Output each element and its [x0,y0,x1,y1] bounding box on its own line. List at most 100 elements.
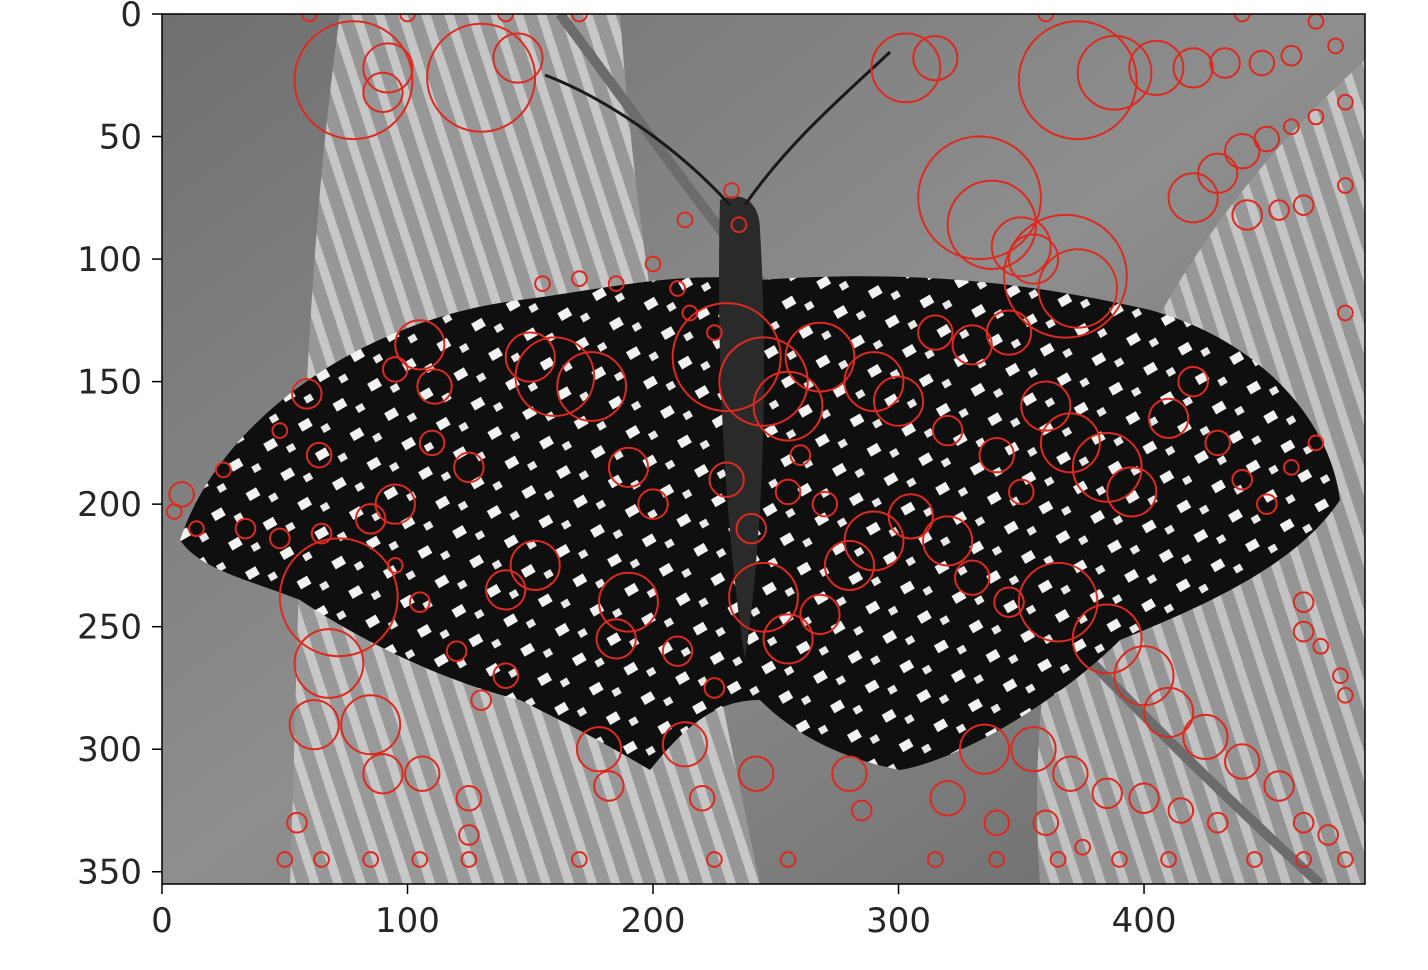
blob-circle [394,319,446,371]
blob-circle [728,561,799,633]
blob-circle [445,640,468,663]
x-tick-label: 300 [866,901,931,941]
blob-circle [730,216,748,234]
blob-circle [1128,39,1185,96]
blob-circle [993,586,1025,618]
blob-circle [1071,603,1143,675]
blob-circle [1209,47,1241,79]
blob-circle [1336,304,1354,322]
blob-circle [1167,797,1195,824]
blob-circle [990,216,1052,278]
blob-circle [416,368,453,405]
blob-circle [1039,412,1101,474]
blob-circle [354,503,387,535]
x-tick-label: 200 [621,901,686,941]
blob-circle [1255,493,1278,515]
blob-circle [850,799,873,822]
blob-circle [1147,397,1190,440]
blob-circle [811,490,839,518]
blob-circle [534,275,551,292]
blob-circle [1074,838,1092,856]
y-tick-label: 50 [99,118,142,158]
x-tick-label: 0 [151,901,173,941]
y-tick-label: 350 [77,853,142,893]
blob-circle [305,441,333,469]
blob-circle [637,488,669,520]
blob-circle [946,179,1038,270]
blob-circle [784,321,856,393]
blob-circle [1177,365,1209,398]
blob-circle [706,324,723,341]
blob-circle [843,351,905,413]
blob-circle [188,520,205,538]
blob-circle [485,569,527,611]
y-tick-label: 100 [77,240,142,280]
blob-circle [595,618,637,660]
blob-circle [276,851,294,868]
blob-circle [1282,118,1300,136]
blob-circle [426,22,537,133]
blob-circle [917,314,954,351]
blob-circle [1017,20,1138,141]
blob-circle [723,182,740,199]
blob-circle [504,331,556,383]
plot-frame [161,13,1366,885]
blob-circle [362,851,380,868]
blob-circle [293,20,414,141]
blob-circle [340,694,402,756]
blob-circle [1231,199,1263,231]
butterfly-wings [180,276,1340,770]
blob-circle [799,593,841,636]
blob-circle [1280,44,1303,67]
blob-circle [737,755,775,792]
blob-circle [1233,14,1251,23]
blob-circle [470,689,492,712]
blob-circle [1003,213,1128,339]
blob-circle [1143,686,1195,739]
blob-circle [453,451,485,484]
blob-circle [1020,380,1072,432]
y-tick-label: 200 [77,485,142,525]
blob-circle [165,503,183,520]
blob-circle [1111,851,1128,868]
blob-circle [269,527,291,550]
blob-circle [779,851,797,868]
blob-circle [661,721,709,768]
blob-circle [313,851,330,868]
blob-circle [278,537,399,658]
blob-circle [1312,637,1330,655]
x-tick-label: 400 [1112,901,1177,941]
x-axis: 0 100 200 300 400 [151,884,1176,941]
blob-circle [234,517,257,540]
blob-circle [460,851,478,868]
blob-circle [1160,851,1177,868]
blob-circle [917,135,1042,261]
blob-circle [386,557,404,574]
blob-circle [1052,755,1089,792]
blob-circle [1037,14,1055,23]
blob-circle [399,14,416,23]
blob-circle [872,375,925,427]
blob-circle [912,35,959,82]
blob-circle [1292,194,1315,216]
blob-circle [688,784,716,812]
blob-circle [556,351,628,422]
blob-circle [1106,466,1158,518]
blob-circle [492,32,544,84]
blob-circle [1332,667,1349,685]
blob-circle [1071,432,1143,503]
blob-circle [509,539,561,591]
blob-circle [168,481,195,508]
blob-circle [607,275,625,292]
y-tick-label: 150 [77,363,142,403]
blob-circle [607,446,650,489]
blob-circle [1167,172,1219,224]
blob-circle [1317,824,1339,846]
blob-circle [983,809,1011,837]
blob-circle [455,784,483,812]
blob-circle [1182,713,1229,761]
photo-background [162,14,1365,884]
blob-circle [411,851,429,868]
blob-circle [291,378,323,410]
blob-circle [929,780,966,817]
